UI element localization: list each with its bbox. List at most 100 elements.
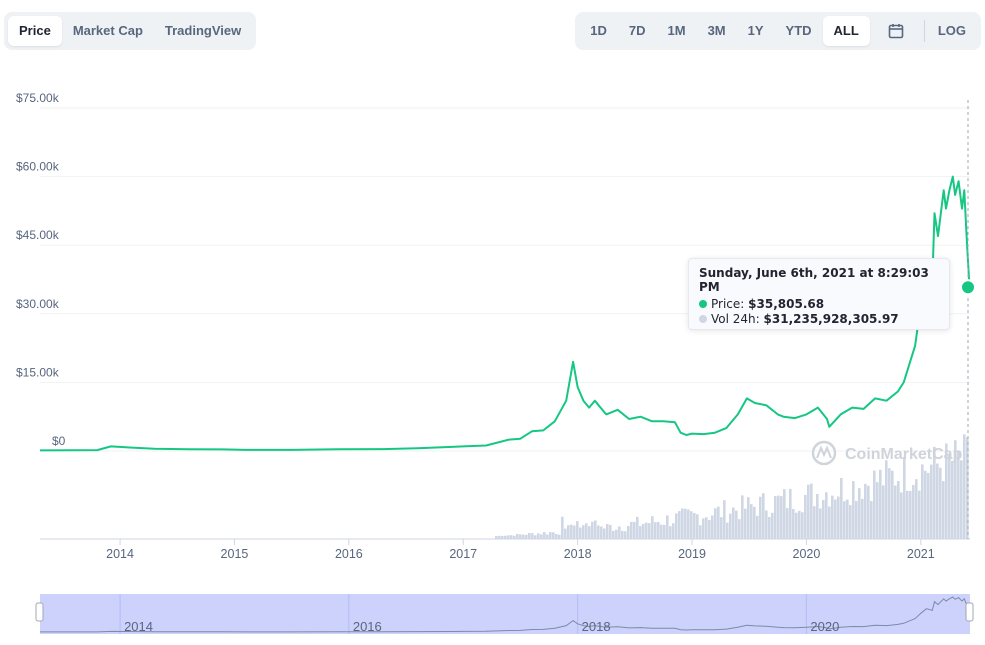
- volume-bar: [624, 531, 627, 539]
- volume-bar: [954, 440, 957, 539]
- coinmarketcap-logo-icon: [811, 440, 837, 466]
- volume-bar: [570, 524, 573, 539]
- volume-bar: [834, 499, 837, 539]
- volume-bar: [552, 532, 555, 539]
- volume-bar: [525, 534, 528, 539]
- range-1y-button[interactable]: 1Y: [747, 23, 764, 38]
- volume-bar: [849, 505, 852, 539]
- volume-bar: [735, 510, 738, 539]
- range-all-button[interactable]: ALL: [822, 16, 870, 46]
- volume-bar: [672, 523, 675, 539]
- tab-price[interactable]: Price: [8, 16, 62, 46]
- volume-bar: [942, 481, 945, 539]
- range-navigator[interactable]: 2014 2016 2018 2020: [35, 594, 974, 634]
- volume-bar: [840, 477, 843, 539]
- tooltip-price-value: $35,805.68: [748, 297, 825, 311]
- range-tabs: 1D 7D 1M 3M 1Y YTD ALL LOG: [575, 12, 981, 50]
- volume-bar: [804, 494, 807, 539]
- volume-bar: [867, 485, 870, 539]
- hover-point: [960, 279, 976, 296]
- volume-bar: [858, 488, 861, 539]
- x-tick-label: 2019: [678, 547, 706, 561]
- volume-bar: [663, 524, 666, 539]
- volume-bar: [579, 527, 582, 539]
- volume-bar: [852, 481, 855, 539]
- volume-bar: [507, 535, 510, 539]
- volume-bar: [564, 528, 567, 539]
- volume-bar: [639, 525, 642, 539]
- volume-bar: [726, 522, 729, 539]
- volume-bar: [756, 515, 759, 539]
- volume-bar: [714, 508, 717, 539]
- range-3m-button[interactable]: 3M: [707, 23, 726, 38]
- volume-bar: [927, 472, 930, 539]
- calendar-button[interactable]: [870, 16, 922, 46]
- volume-bar: [747, 497, 750, 539]
- navigator-left-handle[interactable]: [35, 602, 44, 622]
- divider: [923, 20, 925, 42]
- navigator-right-handle[interactable]: [965, 602, 974, 622]
- volume-bar: [576, 521, 579, 539]
- x-tick-label: 2016: [335, 547, 363, 561]
- volume-bar: [771, 512, 774, 539]
- volume-bar: [888, 468, 891, 539]
- volume-bar: [711, 515, 714, 539]
- volume-bar: [945, 443, 948, 539]
- x-tick-label: 2018: [564, 547, 592, 561]
- volume-bar: [846, 499, 849, 539]
- volume-bar: [759, 496, 762, 539]
- range-1d-button[interactable]: 1D: [590, 23, 607, 38]
- chart-type-tabs: Price Market Cap TradingView: [4, 12, 257, 50]
- x-tick-label: 2021: [907, 547, 935, 561]
- tab-tradingview[interactable]: TradingView: [164, 23, 242, 38]
- volume-bar: [645, 522, 648, 539]
- volume-bar: [522, 534, 525, 539]
- volume-bar: [963, 434, 966, 539]
- y-tick-label: $30.00k: [16, 297, 60, 311]
- volume-bar: [801, 512, 804, 539]
- volume-bar: [885, 460, 888, 539]
- volume-bar: [924, 470, 927, 539]
- volume-bar: [600, 526, 603, 539]
- volume-bar: [813, 506, 816, 539]
- volume-bar: [690, 511, 693, 539]
- volume-bar: [528, 533, 531, 539]
- y-tick-label: $45.00k: [16, 228, 60, 242]
- volume-bar: [744, 508, 747, 539]
- volume-bar: [822, 500, 825, 539]
- volume-bar: [513, 535, 516, 539]
- range-ytd-button[interactable]: YTD: [785, 23, 812, 38]
- volume-bar: [939, 467, 942, 539]
- volume-bar: [630, 521, 633, 539]
- volume-bar: [831, 495, 834, 539]
- volume-bar: [879, 469, 882, 539]
- volume-bar: [909, 490, 912, 539]
- volume-bar: [933, 446, 936, 539]
- volume-bar: [876, 482, 879, 539]
- log-scale-toggle[interactable]: LOG: [937, 23, 966, 38]
- x-tick-label: 2015: [221, 547, 249, 561]
- volume-bar: [633, 521, 636, 539]
- volume-bar: [723, 500, 726, 539]
- volume-bar: [966, 437, 969, 539]
- volume-bar: [654, 522, 657, 539]
- y-tick-label: $60.00k: [16, 160, 60, 174]
- y-tick-label: $15.00k: [16, 365, 60, 379]
- volume-bar: [537, 533, 540, 539]
- volume-bar: [606, 524, 609, 539]
- range-1m-button[interactable]: 1M: [667, 23, 686, 38]
- tab-market-cap[interactable]: Market Cap: [72, 23, 143, 38]
- volume-bar: [612, 530, 615, 539]
- volume-bar: [864, 483, 867, 539]
- volume-bar: [750, 504, 753, 539]
- volume-bar: [549, 532, 552, 539]
- volume-bar: [582, 525, 585, 539]
- volume-bar: [717, 506, 720, 539]
- navigator-year-label: 2018: [582, 619, 611, 634]
- volume-bar: [708, 520, 711, 539]
- volume-bar: [534, 535, 537, 539]
- volume-bar: [777, 495, 780, 539]
- range-7d-button[interactable]: 7D: [628, 23, 646, 38]
- volume-bar: [789, 488, 792, 539]
- volume-bar: [648, 523, 651, 539]
